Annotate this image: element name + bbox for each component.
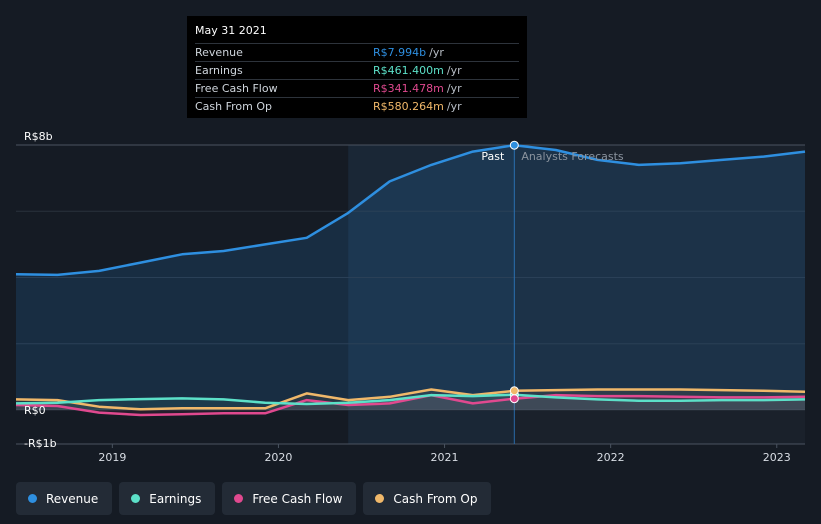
legend-label: Cash From Op — [393, 491, 478, 506]
revenue-dot-icon — [28, 494, 37, 503]
earnings-dot-icon — [131, 494, 141, 503]
legend-item-free-cash-flow[interactable]: Free Cash Flow — [222, 482, 357, 515]
free-cash-flow-dot-icon — [234, 494, 244, 503]
x-tick-label: 2022 — [597, 451, 625, 464]
tooltip-row-earnings: Earnings R$461.400m /yr — [195, 62, 519, 80]
line-free-cash-flow — [15, 393, 806, 417]
tooltip-label: Earnings — [195, 64, 243, 77]
tooltip-row-cash-from-op: Cash From Op R$580.264m /yr — [195, 98, 519, 115]
tooltip-value: R$341.478m — [373, 82, 444, 95]
area-earnings — [16, 394, 805, 410]
area-revenue — [16, 145, 805, 410]
x-tick-label: 2019 — [98, 451, 126, 464]
axis-labels: R$8b R$0 -R$1b 2019 2020 2021 2022 2023 Past Anal… — [24, 130, 791, 464]
legend-label: Earnings — [149, 491, 202, 506]
legend-item-revenue[interactable]: Revenue — [16, 482, 113, 515]
legend-item-cash-from-op[interactable]: Cash From Op — [363, 482, 492, 515]
tooltip-unit: /yr — [446, 64, 462, 77]
point-free-cash-flow — [509, 394, 519, 404]
x-tick-label: 2020 — [264, 451, 292, 464]
series-lines — [15, 140, 806, 417]
tooltip-unit: /yr — [446, 100, 462, 113]
point-revenue — [509, 140, 519, 150]
cash-from-op-dot-icon — [375, 494, 385, 503]
line-cash-from-op — [15, 388, 806, 411]
tooltip-date: May 31 2021 — [195, 23, 519, 44]
line-revenue — [15, 143, 806, 277]
tooltip-value: R$580.264m — [373, 100, 444, 113]
grid-lines — [16, 144, 805, 448]
tooltip-value: R$7.994b — [373, 46, 427, 59]
y-tick-label: -R$1b — [24, 437, 57, 450]
tooltip-label: Cash From Op — [195, 100, 273, 113]
tooltip-row-free-cash-flow: Free Cash Flow R$341.478m /yr — [195, 80, 519, 98]
x-tick-label: 2021 — [431, 451, 459, 464]
tooltip-row-revenue: Revenue R$7.994b /yr — [195, 44, 519, 62]
legend-label: Free Cash Flow — [252, 491, 343, 506]
y-tick-label: R$0 — [24, 404, 46, 417]
chart-legend: Revenue Earnings Free Cash Flow Cash Fro… — [16, 482, 498, 515]
legend-label: Revenue — [46, 491, 99, 506]
past-region — [16, 145, 349, 444]
tooltip-label: Revenue — [195, 46, 243, 59]
point-cash-from-op — [509, 386, 519, 396]
tooltip-label: Free Cash Flow — [195, 82, 278, 95]
legend-item-earnings[interactable]: Earnings — [119, 482, 216, 515]
data-tooltip: May 31 2021 Revenue R$7.994b /yr Earning… — [187, 16, 527, 118]
tooltip-unit: /yr — [446, 82, 462, 95]
tooltip-value: R$461.400m — [373, 64, 444, 77]
y-tick-label: R$8b — [24, 130, 53, 143]
line-earnings — [15, 393, 806, 406]
x-tick-label: 2023 — [763, 451, 791, 464]
tooltip-unit: /yr — [429, 46, 444, 59]
plot-background — [16, 145, 805, 444]
forecast-label: Analysts Forecasts — [521, 150, 624, 163]
past-label: Past — [481, 150, 505, 163]
